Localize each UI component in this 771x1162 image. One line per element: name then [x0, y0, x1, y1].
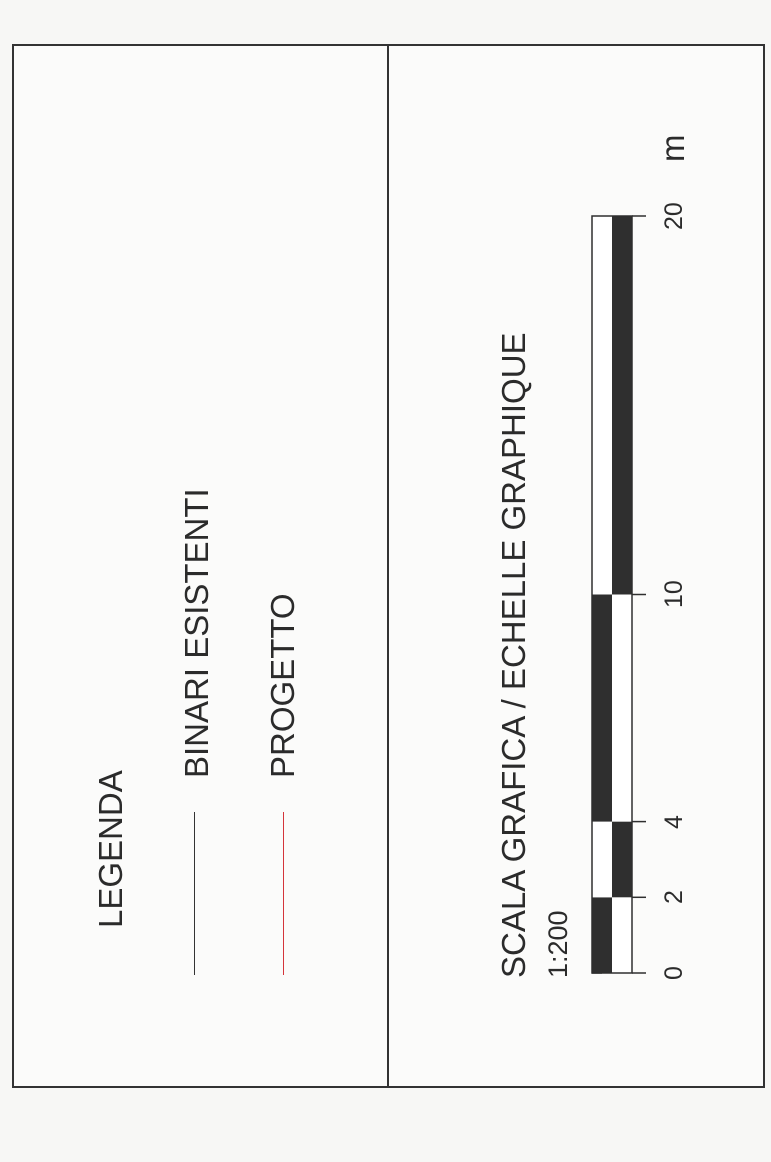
scale-segment-right-1: [612, 821, 632, 898]
scale-segment-left-1: [592, 821, 612, 898]
scale-unit: m: [654, 134, 691, 163]
sheet-divider: [387, 46, 389, 1086]
scale-tick-label: 20: [660, 202, 688, 230]
scale-segment-right-2: [612, 594, 632, 822]
scale-segment-right-3: [612, 216, 632, 595]
scale-segment-right-0: [612, 897, 632, 973]
scale-tick-label: 2: [660, 890, 688, 905]
scale-tick-label: 4: [660, 814, 688, 829]
legend-sheet: [12, 44, 765, 1088]
scale-segment-left-0: [592, 897, 612, 973]
scale-segment-left-2: [592, 594, 612, 822]
binari-esistenti-line-sample: [194, 812, 195, 975]
scale-segment-left-3: [592, 216, 612, 595]
scale-tick-label: 10: [660, 580, 688, 609]
progetto-line-sample: [283, 812, 284, 975]
scale-tick-label: 0: [660, 966, 688, 980]
